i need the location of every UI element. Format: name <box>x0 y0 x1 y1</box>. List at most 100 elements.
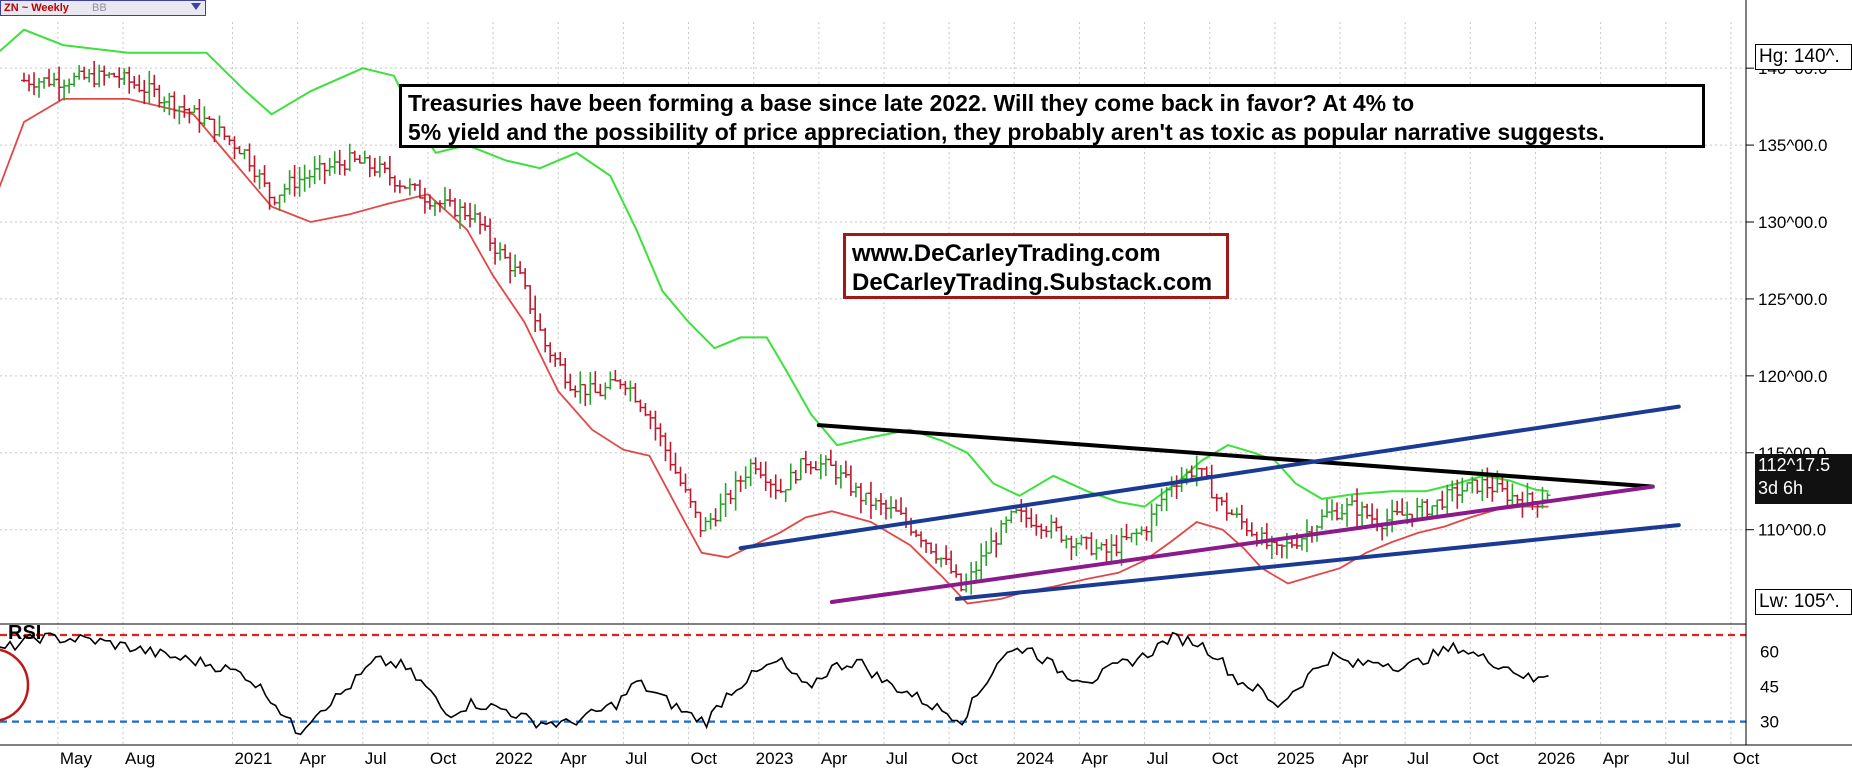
price-bar <box>1193 455 1200 487</box>
x-tick-label: Apr <box>821 749 848 768</box>
x-tick-label: May <box>60 749 93 768</box>
price-bar <box>216 115 223 137</box>
rsi-tick-label: 60 <box>1760 642 1779 661</box>
price-bar <box>477 212 484 235</box>
high-price-label: Hg: 140^. <box>1755 44 1852 70</box>
price-bar <box>918 531 925 548</box>
x-tick-label: Jul <box>1147 749 1169 768</box>
commentary-annotation: Treasuries have been forming a base sinc… <box>399 84 1705 148</box>
price-bar <box>196 99 203 133</box>
price-bar <box>507 252 514 284</box>
price-bar <box>306 169 313 188</box>
price-bar <box>41 76 48 89</box>
price-bar <box>857 482 864 514</box>
x-tick-label: Jul <box>886 749 908 768</box>
price-bar <box>1148 503 1155 542</box>
price-bar <box>406 178 413 196</box>
price-bar <box>652 410 659 441</box>
price-bar <box>737 475 744 492</box>
symbol-selector[interactable]: ZN ~ Weekly BB <box>0 0 206 16</box>
price-bar <box>512 254 519 277</box>
x-tick-label: Apr <box>1081 749 1108 768</box>
price-bar <box>582 383 589 407</box>
price-bar <box>251 155 258 183</box>
price-bar <box>1364 503 1371 519</box>
price-bar <box>667 441 674 471</box>
rsi-tick-label: 30 <box>1760 713 1779 732</box>
price-bar <box>542 327 549 353</box>
price-bar <box>657 423 664 447</box>
rsi-title: RSI <box>8 622 42 644</box>
price-bar <box>351 150 358 162</box>
x-tick-label: Aug <box>125 749 155 768</box>
price-bar <box>647 410 654 430</box>
price-bar <box>577 371 584 404</box>
x-tick-label: 2024 <box>1016 749 1054 768</box>
symbol-label: ZN ~ Weekly <box>4 2 69 14</box>
price-bar <box>988 527 995 554</box>
price-bar <box>517 261 524 275</box>
price-bar <box>627 380 634 402</box>
y-tick-label: 120^00.0 <box>1758 367 1827 386</box>
price-bar <box>176 105 183 125</box>
price-bar <box>286 170 293 195</box>
price-bar <box>607 371 614 390</box>
price-bar <box>943 545 950 565</box>
price-bar <box>1128 532 1135 543</box>
price-bar <box>1544 492 1551 501</box>
price-bar <box>346 143 353 172</box>
price-bar <box>1489 476 1496 502</box>
price-bar <box>662 432 669 462</box>
y-tick-label: 135^00.0 <box>1758 136 1827 155</box>
price-bar <box>1213 493 1220 512</box>
price-bar <box>1344 497 1351 527</box>
price-bar <box>131 76 138 89</box>
price-bar <box>913 529 920 538</box>
price-bar <box>336 149 343 175</box>
price-bar <box>632 383 639 403</box>
x-tick-label: Oct <box>1472 749 1499 768</box>
price-bar <box>492 237 499 265</box>
price-bar <box>1399 498 1406 516</box>
price-bar <box>1334 502 1341 521</box>
price-bar <box>66 78 73 94</box>
price-bar <box>487 218 494 252</box>
price-bar <box>26 74 33 92</box>
price-bar <box>1098 542 1105 551</box>
price-bar <box>1108 534 1115 562</box>
x-tick-label: 2021 <box>234 749 272 768</box>
price-bar <box>211 118 218 143</box>
chevron-down-icon[interactable] <box>191 3 201 10</box>
price-bar <box>827 449 834 467</box>
price-bar <box>792 470 799 484</box>
price-bar <box>898 497 905 516</box>
price-bar <box>802 450 809 474</box>
data-source-label: BB <box>91 2 107 14</box>
price-bar <box>446 188 453 207</box>
price-bar <box>136 74 143 93</box>
x-tick-label: Oct <box>691 749 718 768</box>
price-bar <box>221 126 228 141</box>
price-bar <box>1133 528 1140 546</box>
price-bar <box>862 492 869 505</box>
price-bar <box>386 156 393 186</box>
price-bar <box>146 70 153 105</box>
y-tick-label: 125^00.0 <box>1758 290 1827 309</box>
price-bar <box>181 94 188 118</box>
last-price-box: 112^17.5 3d 6h <box>1755 454 1852 504</box>
price-bar <box>722 483 729 518</box>
price-bar <box>692 500 699 518</box>
rsi-line <box>0 631 1549 736</box>
price-bar <box>462 202 469 221</box>
price-bar <box>933 543 940 564</box>
price-bar <box>201 106 208 127</box>
price-bar <box>411 183 418 191</box>
price-bar <box>451 197 458 218</box>
price-bar <box>832 460 839 485</box>
price-bar <box>782 489 789 502</box>
price-bar <box>1328 499 1335 521</box>
price-bar <box>1233 507 1240 518</box>
price-bar <box>787 463 794 491</box>
price-bar <box>256 169 263 190</box>
